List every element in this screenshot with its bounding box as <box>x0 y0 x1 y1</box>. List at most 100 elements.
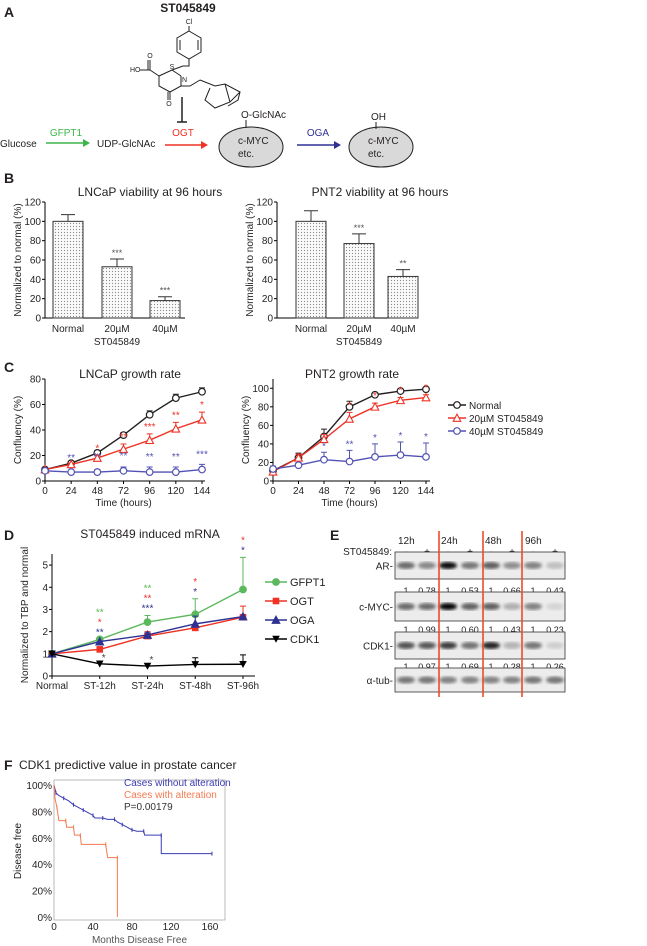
data-point <box>422 452 430 461</box>
atom-ho: HO <box>130 67 141 74</box>
y-tick-label: 40 <box>30 426 42 437</box>
band <box>503 562 521 569</box>
y-tick-label: 120 <box>24 198 41 209</box>
band <box>546 642 564 649</box>
series-oga: OGA <box>47 611 315 658</box>
udp-glcnac-label: UDP-GlcNAc <box>97 139 155 150</box>
y-tick-label: 120 <box>256 198 273 209</box>
band <box>503 642 521 649</box>
band-quantification: 0.97 <box>418 662 436 672</box>
filled-legend-marker <box>272 597 280 605</box>
y-tick-label: 60 <box>258 421 270 432</box>
timepoint-label: 24h <box>441 536 458 547</box>
significance-mark: * <box>200 400 204 411</box>
data-point <box>144 435 155 445</box>
y-tick-label: 20 <box>262 294 274 305</box>
band-quantification: 1 <box>403 625 408 635</box>
series-40-m-st045849: ** ** ** ** ** *** <box>41 450 208 476</box>
x-tick-label: 96 <box>369 486 381 497</box>
panel-label-b: B <box>4 170 14 186</box>
glycosylated-protein <box>218 126 284 168</box>
band-quantification: 0.66 <box>503 586 521 596</box>
glucose-label: Glucose <box>0 139 37 150</box>
x-tick-label: 120 <box>167 486 184 497</box>
band <box>503 603 521 610</box>
x-tick-label: ST-48h <box>179 681 211 692</box>
band <box>482 562 500 569</box>
band <box>418 676 436 684</box>
data-point <box>198 387 206 396</box>
y-axis-label: Disease free <box>13 822 24 879</box>
band <box>418 603 436 610</box>
significance-mark: * <box>241 535 245 546</box>
chart-title: PNT2 growth rate <box>305 367 399 381</box>
chemical-structure-icon <box>140 26 241 109</box>
significance-mark: * <box>102 653 106 664</box>
x-tick-label: 72 <box>344 486 356 497</box>
x-tick-label: 48 <box>92 486 104 497</box>
significance-mark: * <box>193 577 197 588</box>
x-tick-label: ST-24h <box>131 681 163 692</box>
significance-mark: ** <box>96 627 104 638</box>
filled-data-point <box>191 624 199 632</box>
data-point <box>171 468 180 476</box>
x-tick-label: 0 <box>42 486 48 497</box>
significance-mark: *** <box>144 422 156 433</box>
significance-mark: * <box>95 444 99 455</box>
treatment-label: ST045849: <box>343 547 392 558</box>
significance-mark: * <box>150 655 154 666</box>
y-tick-label: 5 <box>42 561 48 572</box>
x-tick-label: 144 <box>418 486 435 497</box>
oh-label: OH <box>371 112 386 123</box>
band <box>546 603 564 610</box>
significance-mark: ** <box>172 410 180 421</box>
legend-marker <box>453 427 461 435</box>
atom-o: O <box>166 101 172 108</box>
x-tick-label: 0 <box>270 486 276 497</box>
data-point <box>197 414 207 424</box>
y-tick-label: 40 <box>258 439 270 450</box>
bar <box>52 220 84 319</box>
y-tick-label: 3 <box>42 605 48 616</box>
significance-mark: * <box>399 431 403 442</box>
y-tick-label: 100 <box>252 384 269 395</box>
x-tick-label: Normal <box>52 324 84 335</box>
x-tick-label: 144 <box>194 486 211 497</box>
y-tick-label: 80 <box>30 375 42 386</box>
significance-mark: ** <box>96 607 104 618</box>
band-quantification: 1 <box>445 662 450 672</box>
x-tick-label: ST-12h <box>84 681 116 692</box>
data-point <box>269 465 277 473</box>
error-bar <box>396 269 410 277</box>
y-tick-label: 0 <box>35 477 41 488</box>
gfpt1-label: GFPT1 <box>50 128 83 139</box>
band <box>461 562 479 569</box>
data-point <box>345 457 354 466</box>
band-quantification: 0.78 <box>418 586 436 596</box>
y-tick-label: 0 <box>42 672 48 683</box>
bar <box>295 220 327 319</box>
chart-title: LNCaP viability at 96 hours <box>78 185 223 199</box>
band <box>418 642 436 649</box>
significance-mark: *** <box>354 223 365 233</box>
band <box>418 562 436 569</box>
band-quantification: 0.53 <box>461 586 479 596</box>
y-axis-label: Normalized to TBP and normal <box>20 547 31 683</box>
band <box>461 676 479 684</box>
series-40-m-st045849: * *** * * 40µM ST045849 <box>269 427 544 473</box>
y-axis-label: Confluency (%) <box>241 396 252 464</box>
data-point <box>344 413 355 423</box>
x-tick-label: Normal <box>36 681 68 692</box>
filled-data-point <box>190 618 200 628</box>
substrate-label: etc. <box>238 149 254 160</box>
y-tick-label: 60 <box>262 256 274 267</box>
significance-mark: * <box>348 400 352 411</box>
band <box>546 562 564 569</box>
filled-data-point <box>239 585 247 594</box>
legend-label: 40µM ST045849 <box>469 427 544 438</box>
bar <box>149 300 181 319</box>
band-quantification: 1 <box>403 586 408 596</box>
series-normal: Normal <box>269 385 501 475</box>
significance-mark: ** <box>67 453 75 464</box>
